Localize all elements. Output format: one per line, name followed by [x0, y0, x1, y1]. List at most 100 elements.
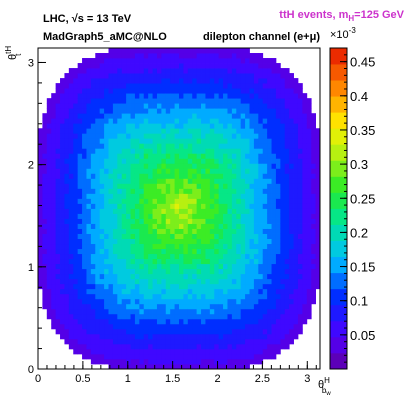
- heatmap-cell: [240, 148, 246, 154]
- heatmap-cell: [245, 138, 250, 144]
- heatmap-cell: [187, 263, 193, 270]
- heatmap-cell: [156, 93, 162, 99]
- heatmap-cell: [271, 183, 277, 189]
- heatmap-cell: [148, 98, 153, 104]
- heatmap-cell: [205, 328, 211, 335]
- heatmap-cell: [77, 83, 83, 89]
- heatmap-cell: [55, 83, 61, 89]
- heatmap-cell: [201, 133, 206, 139]
- heatmap-cell: [227, 108, 233, 114]
- heatmap-cell: [117, 133, 123, 139]
- heatmap-cell: [130, 243, 136, 250]
- heatmap-cell: [82, 243, 87, 250]
- heatmap-cell: [302, 278, 308, 285]
- color-bar-frame: [329, 47, 348, 370]
- heatmap-cell: [311, 293, 316, 300]
- heatmap-cell: [161, 333, 167, 340]
- heatmap-cell: [280, 263, 286, 270]
- heatmap-cell: [117, 53, 123, 59]
- heatmap-cell: [258, 333, 264, 340]
- heatmap-cell: [192, 308, 198, 315]
- heatmap-cell: [104, 148, 109, 154]
- heatmap-cell: [231, 343, 237, 350]
- heatmap-cell: [64, 313, 70, 320]
- heatmap-cell: [280, 128, 286, 134]
- heatmap-cell: [240, 48, 246, 54]
- heatmap-cell: [236, 63, 242, 69]
- heatmap-cell: [161, 83, 167, 89]
- heatmap-cell: [77, 333, 83, 340]
- heatmap-cell: [209, 333, 215, 340]
- heatmap-cell: [280, 73, 286, 79]
- heatmap-cell: [161, 88, 167, 94]
- heatmap-cell: [38, 278, 43, 285]
- heatmap-cell: [236, 263, 242, 270]
- heatmap-cell: [51, 118, 57, 124]
- heatmap-cell: [73, 318, 79, 325]
- heatmap-cell: [214, 88, 220, 94]
- heatmap-cell: [126, 323, 131, 330]
- heatmap-cell: [130, 248, 136, 255]
- heatmap-cell: [236, 168, 242, 174]
- heatmap-cell: [139, 328, 145, 335]
- heatmap-cell: [187, 173, 193, 179]
- heatmap-cell: [218, 138, 224, 144]
- heatmap-cell: [236, 88, 242, 94]
- heatmap-cell: [121, 273, 127, 280]
- heatmap-cell: [205, 73, 211, 79]
- heatmap-cell: [90, 88, 96, 94]
- heatmap-cell: [143, 138, 149, 144]
- heatmap-cell: [156, 53, 162, 59]
- heatmap-cell: [196, 273, 202, 280]
- heatmap-cell: [236, 268, 242, 275]
- heatmap-cell: [280, 213, 286, 219]
- heatmap-cell: [121, 103, 127, 109]
- heatmap-cell: [315, 153, 321, 159]
- heatmap-cell: [148, 323, 153, 330]
- heatmap-cell: [152, 78, 158, 84]
- heatmap-cell: [51, 93, 57, 99]
- heatmap-cell: [262, 173, 268, 179]
- heatmap-cell: [218, 108, 224, 114]
- heatmap-cell: [262, 93, 268, 99]
- heatmap-cell: [284, 338, 290, 345]
- heatmap-cell: [205, 138, 211, 144]
- heatmap-cell: [126, 183, 131, 189]
- heatmap-cell: [121, 248, 127, 255]
- heatmap-cell: [258, 178, 264, 184]
- heatmap-cell: [205, 163, 211, 169]
- heatmap-cell: [134, 183, 140, 189]
- heatmap-cell: [258, 168, 264, 174]
- heatmap-cell: [174, 328, 180, 335]
- heatmap-cell: [201, 263, 206, 270]
- heatmap-cell: [297, 283, 303, 290]
- heatmap-cell: [112, 158, 118, 164]
- heatmap-cell: [73, 113, 79, 119]
- heatmap-cell: [271, 123, 277, 129]
- heatmap-cell: [280, 123, 286, 129]
- heatmap-cell: [134, 198, 140, 204]
- heatmap-cell: [90, 248, 96, 255]
- heatmap-cell: [284, 243, 290, 250]
- heatmap-cell: [306, 268, 312, 275]
- heatmap-cell: [289, 308, 294, 315]
- heatmap-cell: [60, 83, 65, 89]
- heatmap-cell: [130, 173, 136, 179]
- heatmap-cell: [51, 213, 57, 219]
- heatmap-cell: [139, 63, 145, 69]
- heatmap-cell: [218, 78, 224, 84]
- heatmap-cell: [117, 98, 123, 104]
- heatmap-cell: [82, 278, 87, 285]
- heatmap-cell: [231, 268, 237, 275]
- heatmap-cell: [187, 83, 193, 89]
- heatmap-cell: [179, 108, 184, 114]
- heatmap-cell: [196, 78, 202, 84]
- heatmap-cell: [302, 153, 308, 159]
- heatmap-cell: [148, 128, 153, 134]
- heatmap-cell: [179, 178, 184, 184]
- heatmap-cell: [95, 78, 101, 84]
- heatmap-cell: [117, 143, 123, 149]
- heatmap-cell: [108, 333, 114, 340]
- heatmap-cell: [201, 143, 206, 149]
- heatmap-cell: [112, 178, 118, 184]
